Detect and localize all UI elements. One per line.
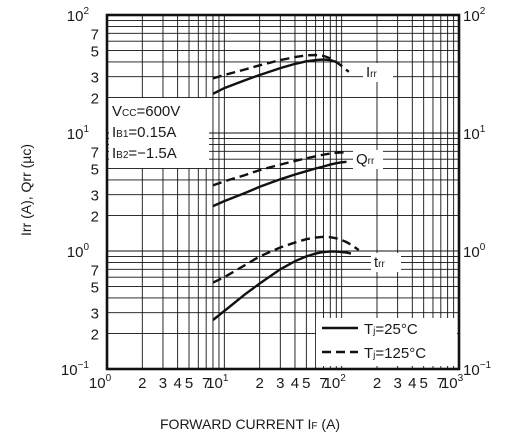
y-tick-label: 3 [91, 70, 99, 87]
x-tick-label: 101 [206, 373, 229, 392]
curve-label-bg [371, 253, 401, 272]
x-tick-label: 3 [393, 375, 401, 392]
condition-line: IB1=0.15A [112, 124, 176, 141]
legend-label: Tj=25°C [364, 321, 418, 338]
conditions-bg [109, 98, 209, 168]
y-tick-label: 10−1 [61, 360, 90, 379]
x-axis-label: FORWARD CURRENT IF (A) [160, 416, 340, 432]
y2-tick-label: 101 [463, 124, 486, 143]
x-tick-label: 3 [159, 375, 167, 392]
y-tick-label: 101 [67, 124, 90, 143]
x-tick-label: 7 [319, 375, 327, 392]
series-line-Qrr-solid [212, 160, 347, 208]
x-tick-label: 2 [138, 375, 146, 392]
curve-label-Qrr: Qrr [356, 151, 375, 168]
y-tick-label: 3 [91, 306, 99, 323]
series-line-Irr-dashed [212, 53, 350, 80]
x-tick-label: 5 [420, 375, 428, 392]
y-tick-label: 102 [67, 6, 90, 25]
curve-label-Irr: Irr [366, 64, 378, 81]
x-tick-label: 100 [89, 373, 112, 392]
series-line-Qrr-dashed [212, 150, 347, 187]
x-tick-label: 103 [441, 373, 464, 392]
legend-bg [316, 318, 457, 366]
curve-label-bg [363, 63, 393, 82]
y-axis-label: Irr (A), Qrr (µc) [18, 144, 34, 236]
series-layer [212, 53, 360, 321]
y2-tick-label: 100 [463, 242, 486, 261]
y-tick-label: 7 [91, 144, 99, 161]
legend-label: Tj=125°C [364, 345, 426, 362]
y-tick-label: 5 [91, 44, 99, 61]
y-tick-label: 100 [67, 242, 90, 261]
curve-label-trr: trr [374, 254, 386, 271]
condition-line: VCC=600V [112, 103, 180, 120]
condition-line: IB2=−1.5A [112, 145, 177, 162]
plot-frame [105, 13, 461, 371]
x-tick-label: 4 [408, 375, 416, 392]
grid [107, 15, 459, 369]
y-tick-label: 7 [91, 262, 99, 279]
x-tick-label: 3 [276, 375, 284, 392]
x-tick-label: 5 [302, 375, 310, 392]
x-tick-label: 7 [437, 375, 445, 392]
y-tick-label: 5 [91, 162, 99, 179]
y-tick-label: 5 [91, 280, 99, 297]
annotations: Irr Qrr trr VCC=600V IB1=0.15A IB2=−1.5A Tj=25… [109, 63, 457, 366]
y-tick-label: 7 [91, 26, 99, 43]
series-line-trr-dashed [212, 235, 360, 284]
x-tick-label: 4 [173, 375, 181, 392]
y-tick-label: 2 [91, 326, 99, 343]
x-tick-label: 5 [185, 375, 193, 392]
series-line-Irr-solid [212, 58, 337, 95]
x-tick-label: 7 [202, 375, 210, 392]
curve-label-bg [353, 150, 383, 169]
x-tick-label: 2 [373, 375, 381, 392]
y2-tick-label: 102 [463, 6, 486, 25]
x-tick-label: 2 [255, 375, 263, 392]
series-line-trr-solid [212, 250, 352, 321]
x-tick-label: 4 [291, 375, 299, 392]
y2-tick-label: 10−1 [463, 360, 492, 379]
y-tick-label: 2 [91, 90, 99, 107]
y-tick-label: 2 [91, 208, 99, 225]
x-tick-label: 102 [324, 373, 347, 392]
y-tick-label: 3 [91, 188, 99, 205]
